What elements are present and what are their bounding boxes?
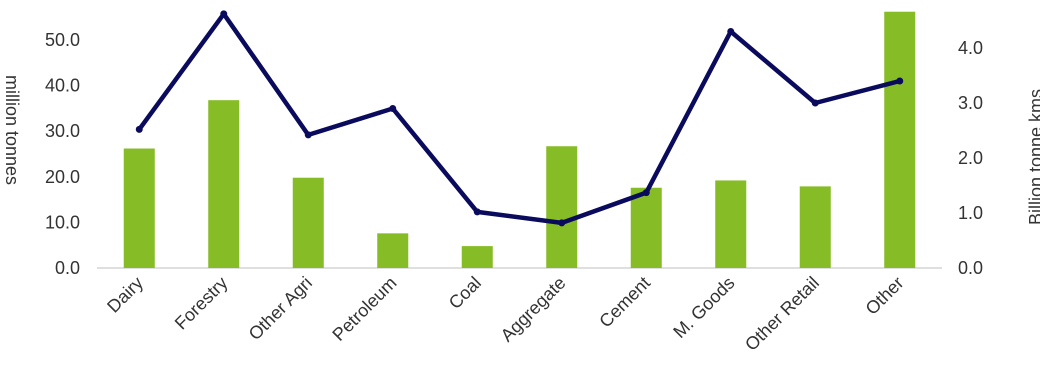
line-point <box>727 28 735 35</box>
bar <box>461 246 493 268</box>
right-axis-ticks: 0.0 1.0 2.0 3.0 4.0 <box>958 38 983 278</box>
bar <box>377 233 409 268</box>
line-point <box>473 208 481 216</box>
bar <box>208 100 240 268</box>
y-tick-label: 40.0 <box>45 76 80 96</box>
x-tick-label: M. Goods <box>669 273 738 342</box>
left-axis-ticks: 0.0 10.0 20.0 30.0 40.0 50.0 <box>45 30 80 278</box>
x-tick-label: Aggregate <box>497 273 570 346</box>
x-tick-label: Cement <box>595 273 654 332</box>
y2-tick-label: 1.0 <box>958 203 983 223</box>
x-tick-label: Coal <box>445 273 485 313</box>
line-point <box>220 10 228 18</box>
y2-tick-label: 2.0 <box>958 148 983 168</box>
y2-axis-title: Billion tonne kms <box>1026 89 1040 225</box>
x-tick-label: Petroleum <box>328 273 400 345</box>
line-point <box>389 105 397 112</box>
line-point <box>896 77 904 85</box>
line-point <box>642 189 650 197</box>
line-point <box>558 219 566 227</box>
bar <box>630 187 662 268</box>
x-axis-ticks: Dairy Forestry Other Agri Petroleum Coal Aggr… <box>103 273 907 355</box>
y-tick-label: 50.0 <box>45 30 80 50</box>
y2-tick-label: 0.0 <box>958 258 983 278</box>
line-point <box>135 125 143 133</box>
x-tick-label: Forestry <box>171 273 232 334</box>
line-point <box>811 99 819 107</box>
y2-tick-label: 4.0 <box>958 38 983 58</box>
bar <box>123 148 155 268</box>
bar <box>799 186 831 268</box>
bar <box>292 177 324 268</box>
y-tick-label: 30.0 <box>45 121 80 141</box>
bar <box>884 11 916 269</box>
bar <box>546 146 578 268</box>
y-tick-label: 0.0 <box>55 258 80 278</box>
y-axis-title: million tonnes <box>2 75 22 185</box>
line-series <box>135 10 904 227</box>
x-tick-label: Other Retail <box>741 273 823 355</box>
bar <box>715 180 747 268</box>
line-point <box>304 131 312 139</box>
y2-tick-label: 3.0 <box>958 93 983 113</box>
x-tick-label: Dairy <box>103 273 147 317</box>
y-tick-label: 20.0 <box>45 167 80 187</box>
series-line <box>137 11 901 226</box>
y-tick-label: 10.0 <box>45 212 80 232</box>
x-tick-label: Other <box>862 273 908 319</box>
x-tick-label: Other Agri <box>245 273 316 344</box>
bar-series <box>123 11 916 269</box>
